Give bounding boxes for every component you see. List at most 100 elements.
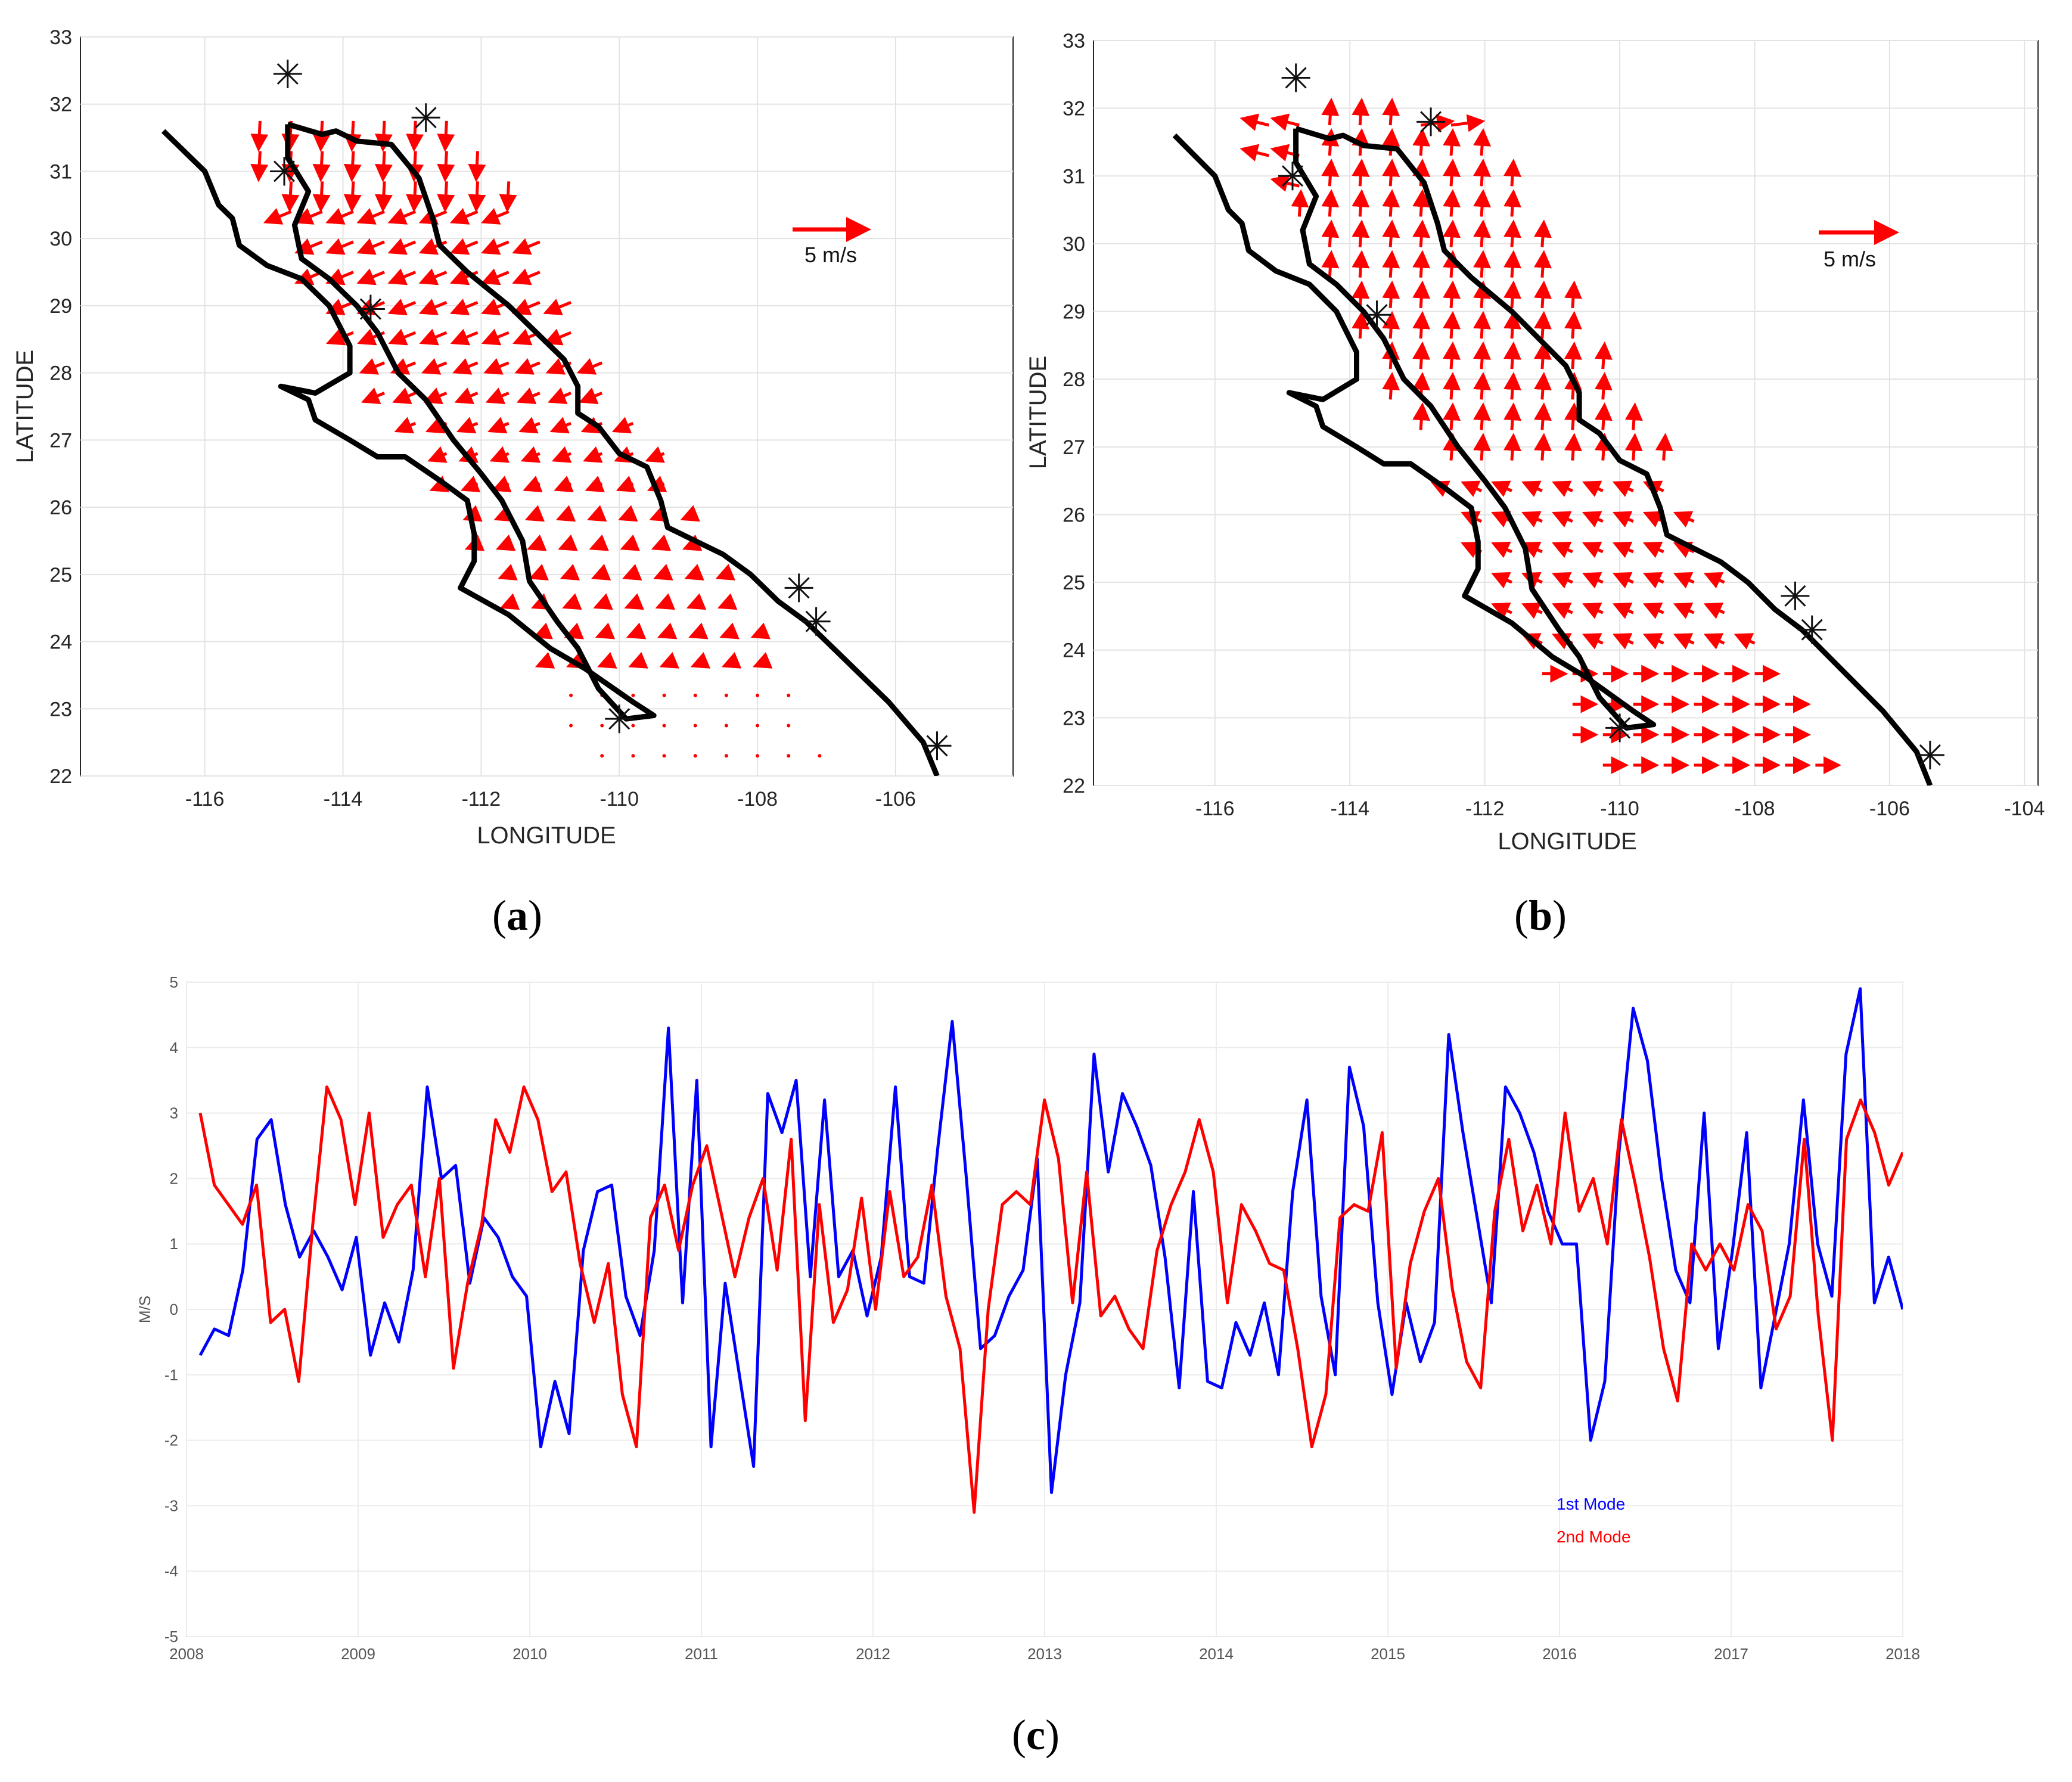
wind-vector-b: [1412, 189, 1431, 217]
ylabel-c: M/S: [136, 1296, 154, 1323]
ytick-label-c: 2: [170, 1169, 178, 1187]
wind-vector-a: [595, 622, 616, 639]
wind-vector-b: [1491, 480, 1512, 497]
wind-vector-a: [631, 724, 635, 728]
wind-vector-a: [449, 238, 479, 255]
wind-vector-a: [645, 446, 665, 463]
wind-vector-b: [1552, 603, 1573, 619]
wind-vector-a: [626, 622, 647, 639]
wind-vector-a: [653, 564, 673, 580]
wind-vector-b: [1491, 541, 1512, 558]
wind-vector-b: [1473, 128, 1492, 156]
wind-vector-a: [554, 476, 574, 492]
wind-vector-a: [489, 446, 510, 463]
wind-vector-a: [566, 652, 586, 669]
wind-vector-a: [579, 387, 603, 404]
wind-vector-b: [1521, 603, 1543, 619]
wind-vector-a: [512, 238, 540, 255]
wind-vector-a: [523, 476, 543, 492]
ytick-label-b: 31: [1063, 165, 1085, 188]
wind-vector-a: [662, 754, 666, 758]
wind-vector-b: [1240, 113, 1269, 131]
wind-vector-a: [558, 534, 578, 551]
wind-vector-a: [631, 754, 635, 758]
wind-vector-a: [512, 268, 540, 285]
wind-vector-a: [294, 208, 323, 225]
wind-vector-b: [1352, 280, 1370, 309]
wind-vector-b: [1582, 633, 1604, 650]
wind-vector-a: [356, 268, 386, 285]
wind-vector-a: [281, 181, 300, 213]
wind-vector-b: [1420, 114, 1455, 132]
wind-vector-b: [1521, 541, 1543, 558]
wind-vector-b: [1491, 603, 1512, 619]
wind-vector-b: [1382, 372, 1400, 400]
wind-vector-b: [1734, 633, 1756, 650]
xtick-label-b: -104: [2004, 797, 2045, 820]
station-marker-b: [1797, 615, 1826, 644]
wind-vector-a: [686, 593, 707, 610]
wind-vector-b: [1412, 311, 1431, 339]
station-marker-stroke: [926, 735, 948, 757]
wind-vector-b: [1552, 541, 1573, 558]
xtick-label-a: -108: [737, 788, 778, 811]
wind-vector-b: [1461, 480, 1483, 497]
wind-vector-b: [1443, 159, 1461, 187]
wind-vector-a: [460, 476, 481, 492]
series-line-2nd-mode: [198, 1085, 1903, 1514]
wind-vector-a: [452, 358, 479, 375]
wind-vector-a: [406, 181, 424, 213]
wind-vector-b: [1673, 633, 1695, 650]
wind-vector-a: [418, 268, 448, 285]
wind-vector-b: [1321, 189, 1340, 217]
wind-vector-a: [682, 534, 703, 551]
grid-c: [186, 982, 1903, 1637]
ytick-label-a: 24: [49, 631, 72, 654]
wind-vector-a: [518, 417, 540, 434]
wind-vector-b: [1382, 311, 1400, 339]
wind-vector-b: [1352, 189, 1370, 217]
wind-vector-b: [1321, 159, 1340, 187]
wind-vector-b: [1382, 128, 1400, 156]
wind-vector-a: [688, 622, 709, 639]
xtick-label-c: 2010: [512, 1645, 547, 1663]
wind-vector-a: [622, 564, 642, 580]
station-marker-stroke: [1285, 67, 1307, 89]
legend-item-1st-mode: 1st Mode: [1557, 1495, 1625, 1513]
scale-label-a: 5 m/s: [804, 243, 857, 267]
ytick-label-a: 29: [49, 295, 72, 318]
station-marker-stroke: [415, 107, 437, 129]
station-marker-b: [1605, 713, 1635, 743]
wind-vector-b: [1624, 402, 1643, 430]
ytick-label-b: 24: [1063, 639, 1085, 662]
wind-vector-a: [359, 358, 386, 375]
wind-vector-b: [1382, 159, 1400, 187]
station-marker-a: [269, 157, 299, 186]
wind-vector-a: [487, 417, 510, 434]
wind-vector-b: [1270, 113, 1300, 131]
wind-vector-a: [437, 181, 455, 213]
wind-vector-b: [1321, 250, 1340, 278]
wind-vector-a: [419, 328, 448, 346]
ytick-label-a: 27: [49, 429, 72, 452]
wind-vector-b: [1352, 250, 1370, 278]
wind-vector-b: [1473, 250, 1492, 278]
wind-vector-b: [1473, 341, 1492, 370]
wind-vector-a: [499, 181, 517, 213]
wind-vector-b: [1533, 219, 1552, 247]
wind-vector-a: [724, 693, 728, 697]
wind-vector-a: [600, 724, 604, 728]
xtick-label-c: 2011: [685, 1645, 718, 1663]
wind-vector-b: [1594, 372, 1613, 400]
station-marker-a: [356, 294, 385, 324]
wind-vector-a: [423, 387, 448, 404]
wind-vector-b: [1321, 97, 1340, 126]
wind-vector-a: [387, 208, 417, 225]
wind-vector-b: [1412, 219, 1431, 247]
wind-vector-b: [1521, 511, 1543, 528]
wind-vector-b: [1503, 372, 1521, 400]
wind-vector-a: [387, 238, 417, 255]
wind-vector-b: [1533, 433, 1552, 461]
coastline-mainland-b: [1295, 126, 1933, 786]
wind-vector-b: [1352, 219, 1370, 247]
